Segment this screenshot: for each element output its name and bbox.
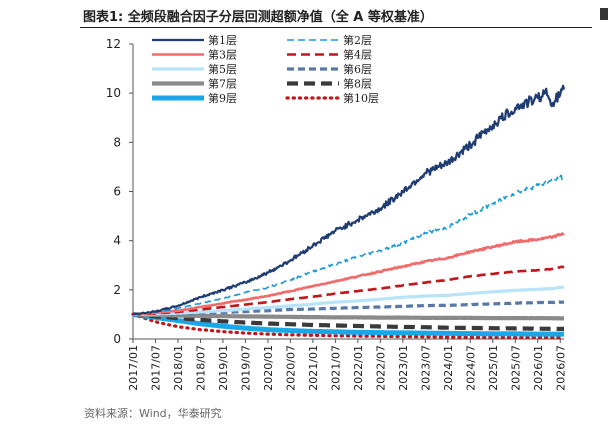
y-tick-label: 6 [113,185,121,199]
series-line-2 [133,174,565,316]
chart-title: 图表1: 全频段融合因子分层回测超额净值（全 A 等权基准） [83,10,433,25]
legend-label: 第4层 [343,48,372,62]
x-tick-label: 2025/01 [487,345,500,391]
x-tick-label: 2018/01 [172,345,185,391]
x-tick-label: 2024/01 [442,345,455,391]
legend-label: 第3层 [208,48,237,62]
x-tick-label: 2020/07 [284,345,297,391]
x-tick-label: 2022/01 [352,345,365,391]
x-tick-label: 2023/07 [419,345,432,391]
y-tick-label: 10 [106,86,121,100]
x-tick-label: 2017/07 [149,345,162,391]
title-divider [80,27,592,28]
chart-series-lines [131,84,566,340]
source-note: 资料来源：Wind，华泰研究 [84,407,222,420]
x-tick-label: 2021/01 [307,345,320,391]
x-tick-label: 2019/01 [217,345,230,391]
legend-label: 第2层 [343,33,372,47]
y-tick-label: 12 [106,37,121,51]
x-tick-label: 2017/01 [127,345,140,391]
x-tick-label: 2026/07 [554,345,567,391]
series-line-7 [131,312,566,321]
x-tick-label: 2018/07 [194,345,207,391]
series-line-1 [132,84,566,316]
y-tick-label: 0 [113,332,121,346]
y-tick-label: 4 [113,234,121,248]
y-tick-label: 2 [113,283,121,297]
series-line-10 [131,312,566,340]
x-tick-label: 2022/07 [374,345,387,391]
series-line-4 [132,265,565,316]
legend-label: 第9层 [208,91,237,105]
series-line-8 [131,312,566,331]
legend-label: 第8层 [343,77,372,91]
x-tick-label: 2023/01 [397,345,410,391]
legend-label: 第6层 [343,62,372,76]
series-line-5 [132,285,565,316]
legend-label: 第1层 [208,33,237,47]
x-tick-label: 2021/07 [329,345,342,391]
x-tick-label: 2020/01 [262,345,275,391]
legend-label: 第7层 [208,77,237,91]
series-line-9 [131,311,566,337]
x-tick-label: 2024/07 [464,345,477,391]
legend-label: 第10层 [343,91,379,105]
chart-axes: 0 2 4 6 8 10 12 2017/01 2017/07 2018/01 2018/07 201… [106,37,568,391]
edge-marker [600,8,608,20]
x-tick-label: 2026/01 [532,345,545,391]
x-tick-label: 2019/07 [239,345,252,391]
legend-label: 第5层 [208,62,237,76]
y-tick-label: 8 [113,135,121,149]
x-tick-label: 2025/07 [509,345,522,391]
series-line-3 [132,232,565,316]
